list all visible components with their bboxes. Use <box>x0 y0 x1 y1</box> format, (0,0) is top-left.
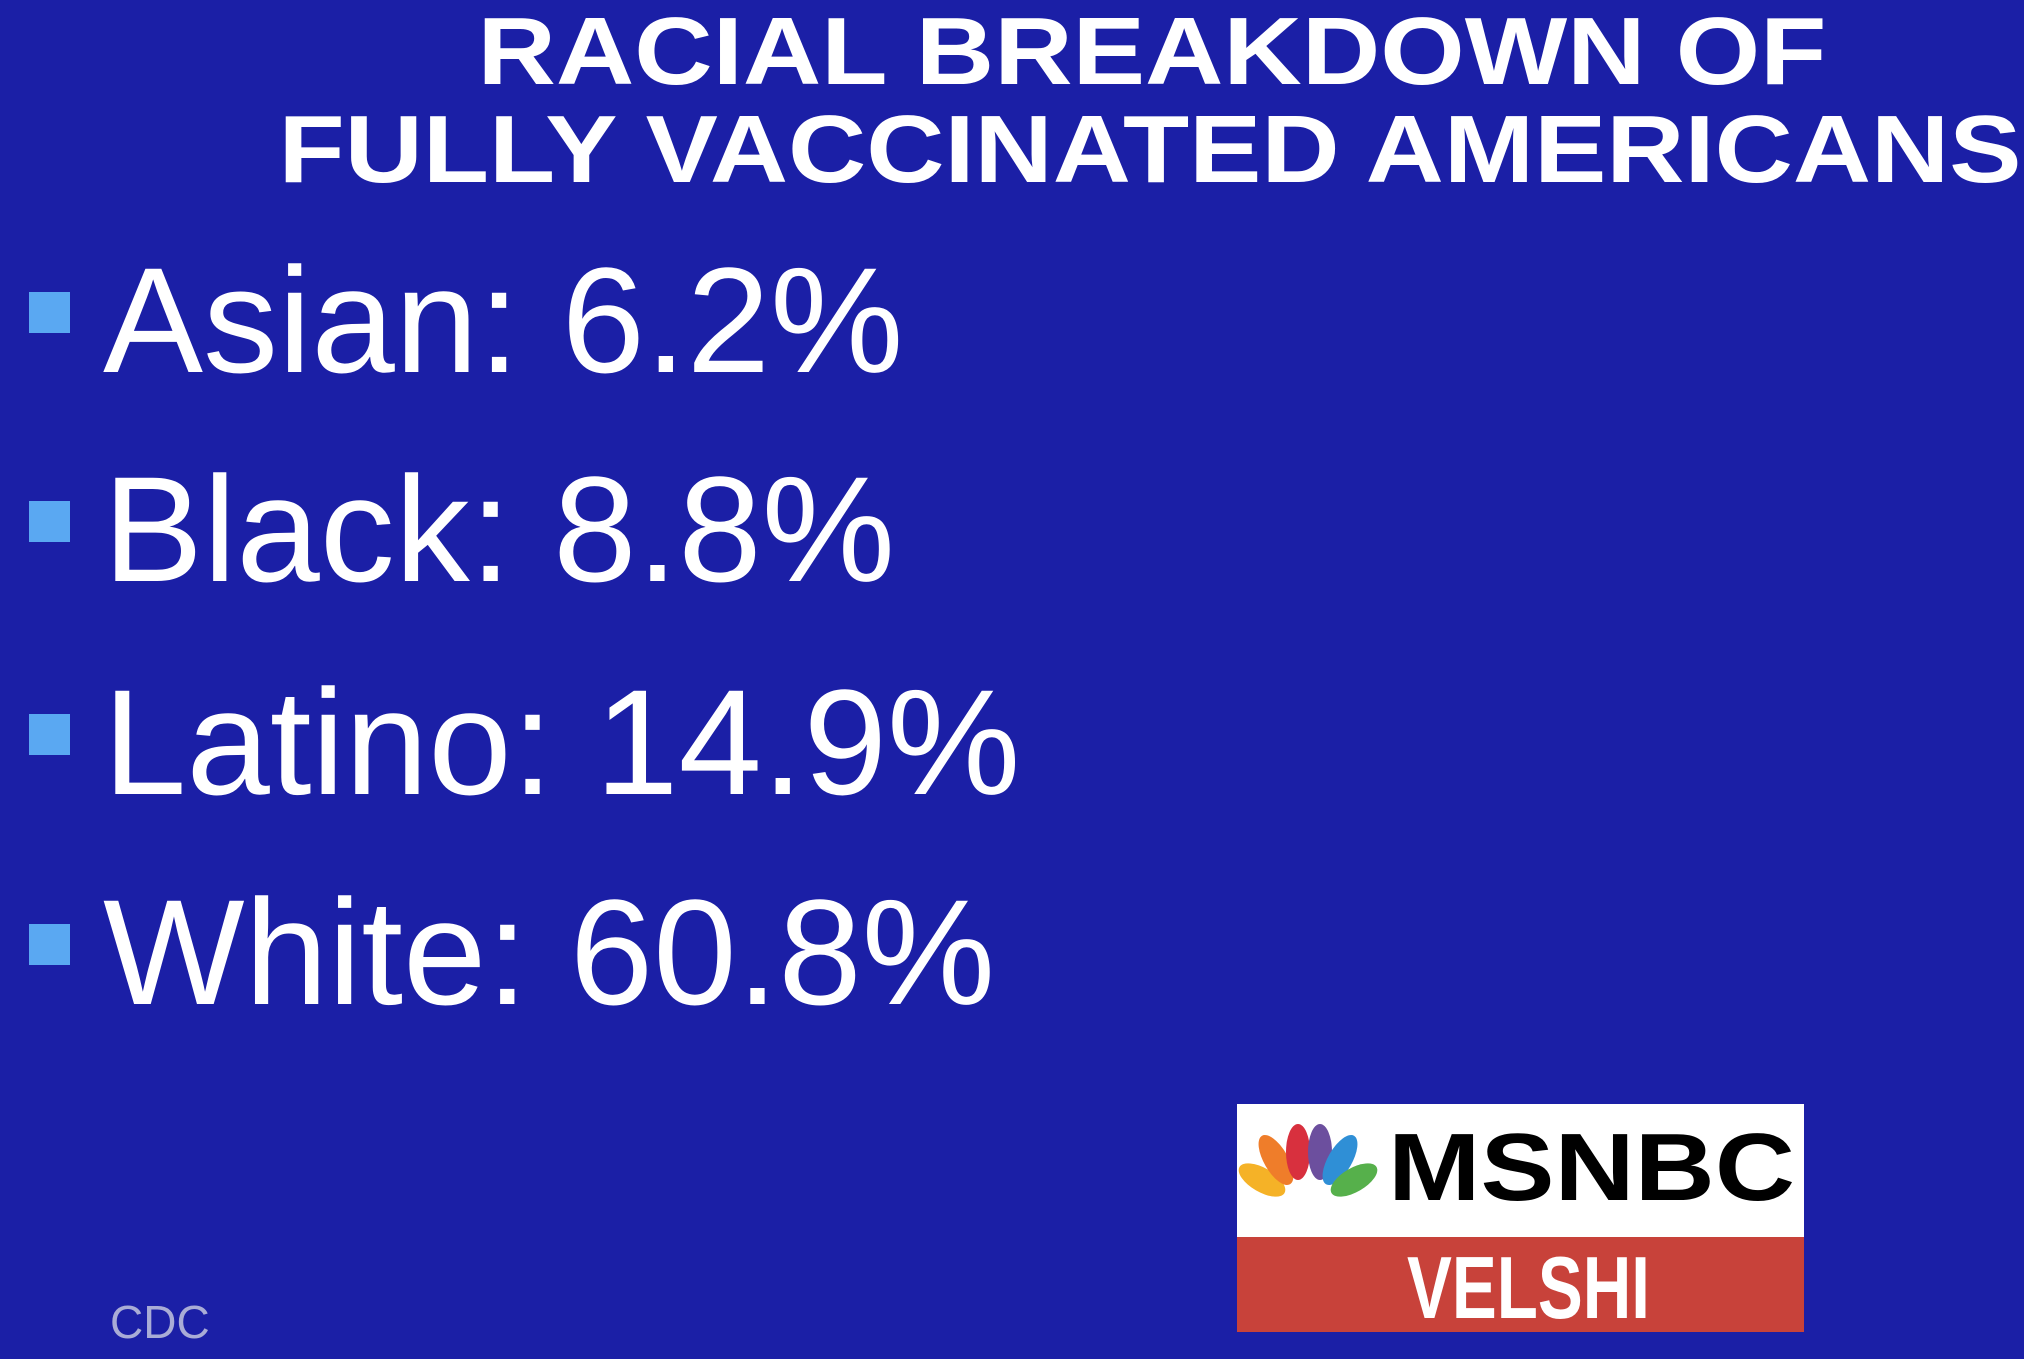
list-item: White: 60.8% <box>103 868 995 1036</box>
logo-bottom <box>1237 1237 1804 1332</box>
list-item: Asian: 6.2% <box>103 236 903 404</box>
network-name: MSNBC <box>1388 1114 1795 1221</box>
item-list: Asian: 6.2% Black: 8.8% Latino: 14.9% White… <box>29 236 1020 1036</box>
title-line: RACIAL BREAKDOWN OF <box>478 0 1827 105</box>
bullet <box>29 714 70 755</box>
list-item: Latino: 14.9% <box>103 658 1020 826</box>
title-line: FULLY VACCINATED AMERICANS <box>279 96 2022 203</box>
bullet <box>29 292 70 333</box>
bullet <box>29 501 70 542</box>
bullet <box>29 924 70 965</box>
peacock-icon <box>1238 1124 1378 1197</box>
list-item: Black: 8.8% <box>103 445 895 613</box>
source: CDC <box>110 1296 210 1348</box>
logo: MSNBC VELSHI <box>1237 1104 1804 1337</box>
show-name: VELSHI <box>1407 1238 1650 1337</box>
